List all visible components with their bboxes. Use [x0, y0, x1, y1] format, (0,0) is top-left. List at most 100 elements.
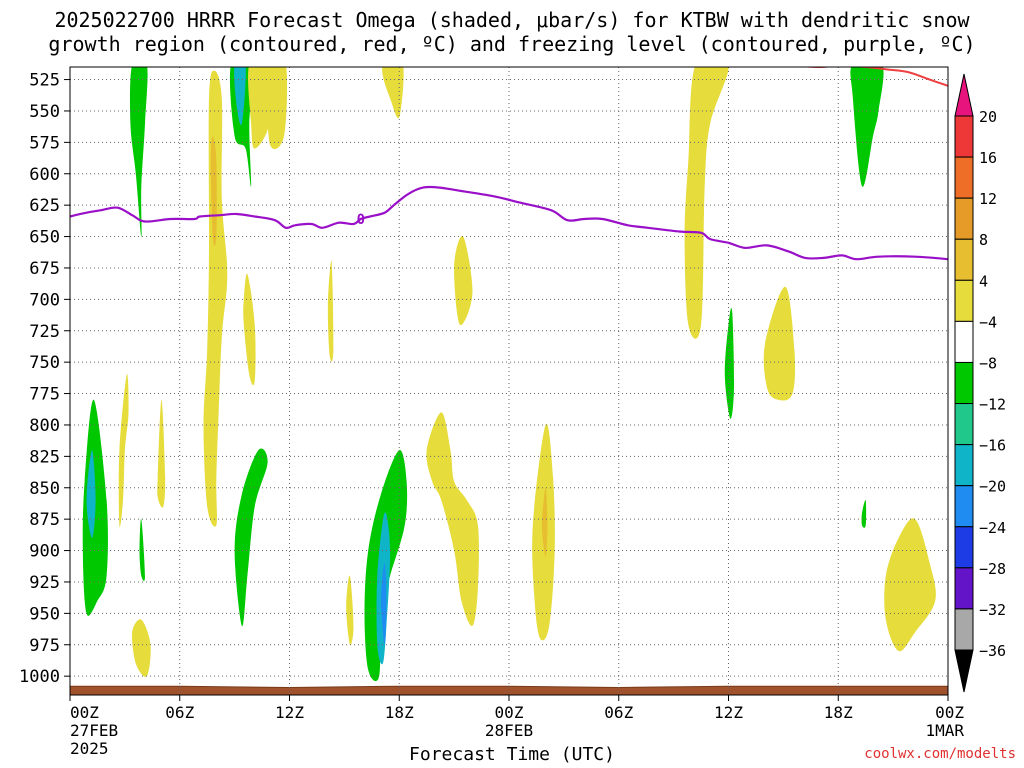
omega-region-13 [763, 286, 796, 401]
y-tick-label: 725 [29, 322, 60, 342]
colorbar-label: −12 [979, 396, 1006, 414]
grid-lines [69, 67, 949, 695]
colorbar-bin-3 [954, 238, 974, 281]
omega-region-9 [327, 260, 334, 362]
freezing-level-label: 0 [357, 212, 365, 228]
x-tick-label: 12Z [275, 703, 304, 722]
colorbar-label: −32 [979, 601, 1006, 619]
omega-region-30 [884, 518, 936, 652]
colorbar-bin-0 [954, 115, 974, 158]
colorbar-bin-6 [954, 361, 974, 405]
y-axis: 525 550 575 600 625 650 675 700 725 750 775 800 825 8… [19, 71, 70, 687]
x-tick-label: 06Z [604, 703, 633, 722]
y-tick-label: 575 [29, 133, 60, 153]
y-tick-label: 775 [29, 385, 60, 405]
colorbar-label: 20 [979, 108, 997, 126]
y-tick-label: 700 [29, 290, 60, 310]
y-tick-label: 900 [29, 542, 60, 562]
colorbar-bin-11 [954, 567, 974, 610]
colorbar-bin-9 [954, 485, 974, 528]
plot-frame [69, 66, 949, 696]
colorbar-top-arrow [954, 73, 974, 117]
y-tick-label: 525 [29, 71, 60, 91]
colorbar-bin-10 [954, 526, 974, 569]
y-tick-label: 1000 [19, 667, 60, 687]
title-line-2: growth region (contoured, red, ºC) and f… [48, 32, 976, 56]
x-tick-label: 00Z [495, 703, 524, 722]
colorbar: 20 16 12 8 4 −4 −8 −12 −16 −20 −24 −28 −32 −36 [954, 73, 1006, 693]
x-axis-title: Forecast Time (UTC) [409, 744, 615, 765]
omega-region-5 [248, 67, 273, 149]
omega-region-2 [210, 136, 217, 246]
omega-region-11 [684, 67, 729, 339]
y-tick-label: 625 [29, 196, 60, 216]
omega-region-21 [234, 448, 268, 627]
contour-lines [70, 67, 948, 261]
omega-region-16 [157, 399, 166, 508]
colorbar-label: 16 [979, 149, 997, 167]
omega-region-0 [129, 67, 148, 237]
colorbar-bin-5 [954, 320, 974, 363]
colorbar-label: −36 [979, 642, 1006, 660]
colorbar-label: −20 [979, 478, 1006, 496]
colorbar-bin-8 [954, 444, 974, 487]
x-date-label: 1MAR [925, 721, 964, 740]
y-tick-label: 650 [29, 228, 60, 248]
colorbar-label: −16 [979, 437, 1006, 455]
y-tick-label: 850 [29, 479, 60, 499]
omega-region-10 [454, 235, 473, 326]
omega-region-22 [346, 575, 354, 646]
colorbar-label: 8 [979, 231, 988, 249]
x-tick-label: 18Z [824, 703, 853, 722]
chart-title: 2025022700 HRRR Forecast Omega (shaded, … [0, 8, 1024, 56]
y-tick-label: 800 [29, 416, 60, 436]
colorbar-label: −8 [979, 354, 997, 372]
y-tick-label: 550 [29, 102, 60, 122]
colorbar-label: 4 [979, 272, 988, 290]
x-tick-label: 00Z [935, 703, 964, 722]
omega-region-6 [267, 67, 288, 150]
y-tick-label: 675 [29, 259, 60, 279]
omega-region-19 [86, 450, 96, 538]
colorbar-bin-1 [954, 156, 974, 199]
y-tick-label: 925 [29, 573, 60, 593]
y-tick-label: 825 [29, 447, 60, 467]
colorbar-label: −28 [979, 560, 1006, 578]
colorbar-bin-4 [954, 279, 974, 322]
colorbar-label: −4 [979, 313, 997, 331]
y-tick-label: 975 [29, 636, 60, 656]
omega-region-14 [850, 67, 884, 187]
x-year-label: 2025 [70, 739, 109, 758]
x-tick-label: 06Z [165, 703, 194, 722]
colorbar-bin-2 [954, 197, 974, 240]
colorbar-bottom-arrow [954, 649, 974, 693]
omega-region-1 [203, 70, 228, 527]
omega-region-29 [861, 500, 867, 528]
x-tick-label: 12Z [714, 703, 743, 722]
x-date-label: 27FEB [70, 721, 118, 740]
y-tick-label: 950 [29, 604, 60, 624]
freezing-level-line [70, 185, 948, 261]
omega-region-12 [724, 307, 735, 419]
y-tick-label: 750 [29, 353, 60, 373]
colorbar-bin-last [954, 608, 974, 651]
omega-region-15 [118, 373, 129, 528]
y-tick-label: 600 [29, 165, 60, 185]
y-tick-label: 875 [29, 510, 60, 530]
omega-region-8 [382, 67, 404, 119]
title-line-1: 2025022700 HRRR Forecast Omega (shaded, … [54, 8, 970, 32]
x-date-label: 28FEB [485, 721, 533, 740]
watermark: coolwx.com/modelts [864, 746, 1016, 762]
omega-region-7 [243, 273, 256, 386]
omega-region-17 [139, 518, 145, 581]
omega-region-20 [131, 619, 151, 677]
colorbar-label: −24 [979, 519, 1006, 537]
colorbar-bin-7 [954, 403, 974, 446]
x-tick-label: 00Z [70, 703, 99, 722]
x-tick-label: 18Z [385, 703, 414, 722]
dgz-line-0 [797, 67, 948, 87]
colorbar-label: 12 [979, 190, 997, 208]
omega-region-28 [541, 487, 548, 557]
